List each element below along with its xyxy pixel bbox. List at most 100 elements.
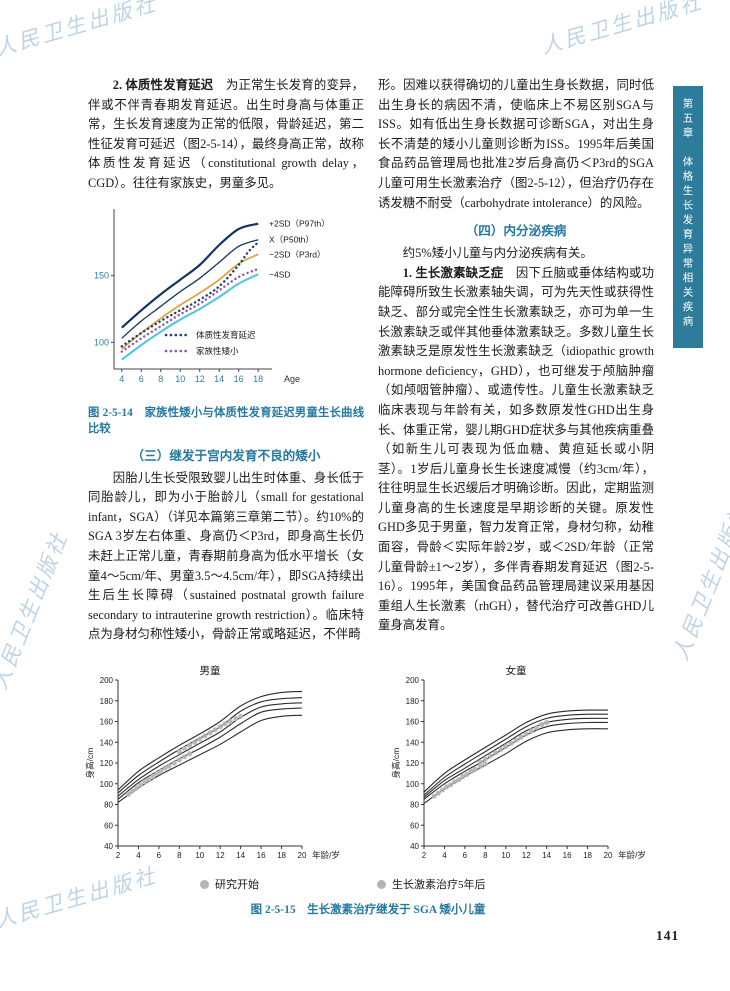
publisher-watermark: 人民卫生出版社 [0, 527, 73, 693]
percentile-curve-P25 [423, 721, 609, 800]
figure-2-5-15-legend: 研究开始 生长激素治疗5年后 [84, 876, 652, 892]
right-column: 形。因难以获得确切的儿童出生身长数据，同时低出生身长的病因不清，使临床上不易区别… [378, 76, 654, 636]
y-tick-label: 60 [104, 821, 113, 830]
y-tick-label: 40 [410, 842, 419, 851]
x-tick-label: 12 [195, 374, 205, 384]
chart-title: 女童 [506, 664, 527, 677]
study-start-dot-icon [200, 879, 209, 889]
axes [111, 208, 272, 372]
y-tick-label: 180 [100, 697, 114, 706]
curve-3 [121, 272, 259, 361]
x-tick-label: 8 [158, 374, 163, 384]
curve-end-label: X（P50th） [269, 234, 314, 244]
x-tick-label: 4 [136, 851, 141, 860]
y-tick-label: 180 [406, 697, 420, 706]
legend-label: 生长激素治疗5年后 [392, 879, 486, 891]
percentile-curve-P75 [117, 697, 303, 794]
paragraph-sga-continued: 形。因难以获得确切的儿童出生身长数据，同时低出生身长的病因不清，使临床上不易区别… [378, 78, 654, 210]
x-tick-label: 8 [177, 851, 182, 860]
axes [115, 679, 303, 849]
y-tick-label: 120 [406, 759, 420, 768]
curve-1 [121, 238, 259, 339]
publisher-watermark: 人民卫生出版社 [0, 0, 161, 61]
y-tick-label: 140 [406, 738, 420, 747]
x-tick-label: 18 [253, 374, 263, 384]
x-tick-label: 2 [422, 851, 427, 860]
x-tick-label: 4 [119, 374, 124, 384]
percentile-curve-P97 [117, 690, 303, 791]
x-tick-label: 18 [583, 851, 592, 860]
curve-2 [121, 253, 259, 350]
left-column: 2. 体质性发育延迟 为正常生长发育的变异，伴或不伴青春期发育延迟。出生时身高与… [88, 76, 364, 645]
figure-2-5-14: 100 150 4 6 8 10 12 14 16 18 Age +2SD（P97th） X（P50th… [88, 203, 364, 438]
x-tick-label: 14 [214, 374, 224, 384]
x-axis-label: 年龄/岁 [312, 850, 340, 860]
y-tick-label: 100 [94, 337, 109, 347]
cgd-body: 为正常生长发育的变异，伴或不伴青春期发育延迟。出生时身高与体重正常，生长发育速度… [88, 78, 365, 190]
x-axis-label: Age [284, 374, 300, 384]
x-tick-label: 8 [483, 851, 488, 860]
x-tick-label: 2 [116, 851, 121, 860]
ghd-body: 因下丘脑或垂体结构或功能障碍所致生长激素轴失调，可为先天性或获得性缺乏、部分或完… [378, 265, 655, 633]
growth-charts-row: 40 60 80 100 120 140 160 180 200 2 4 6 8 10 12 14 16 18 20… [84, 664, 652, 876]
legend-item-after-treatment: 生长激素治疗5年后 [377, 876, 486, 892]
y-tick-label: 150 [94, 270, 109, 280]
legend-item-study-start: 研究开始 [200, 876, 259, 892]
scatter-1 [477, 719, 550, 765]
publisher-watermark: 人民卫生出版社 [668, 498, 730, 664]
x-tick-label: 12 [216, 851, 225, 860]
curve-end-label: +2SD（P97th） [269, 218, 330, 228]
growth-curve-comparison-chart: 100 150 4 6 8 10 12 14 16 18 Age +2SD（P97th） X（P50th… [94, 208, 330, 384]
y-tick-label: 60 [410, 821, 419, 830]
paragraph-cgd: 2. 体质性发育延迟 为正常生长发育的变异，伴或不伴青春期发育延迟。出生时身高与… [88, 76, 364, 194]
scatter-0 [431, 761, 488, 799]
chapter-title: 体格生长发育异常相关疾病 [681, 155, 694, 330]
scatter-1 [176, 713, 244, 755]
boys-growth-chart: 40 60 80 100 120 140 160 180 200 2 4 6 8 10 12 14 16 18 20… [85, 664, 340, 860]
percentile-curve-P97 [423, 709, 609, 793]
legend-label: 家族性矮小 [196, 346, 239, 356]
section-3-heading: （三）继发于宫内发育不良的矮小 [131, 448, 321, 463]
scatter-0 [125, 751, 193, 797]
curve-end-label: −4SD [269, 269, 291, 279]
y-tick-label: 200 [100, 676, 114, 685]
y-tick-label: 160 [406, 718, 420, 727]
paragraph-endocrine-intro: 约5%矮小儿童与内分泌疾病有关。 [402, 246, 593, 261]
legend-label: 体质性发育延迟 [196, 330, 256, 340]
publisher-watermark: 人民卫生出版社 [538, 0, 707, 59]
y-tick-label: 40 [104, 842, 113, 851]
x-tick-label: 16 [234, 374, 244, 384]
curve-0 [121, 222, 259, 329]
x-tick-label: 6 [463, 851, 468, 860]
x-tick-label: 20 [298, 851, 307, 860]
x-tick-label: 16 [257, 851, 266, 860]
x-tick-label: 14 [542, 851, 551, 860]
figure-2-5-15: 40 60 80 100 120 140 160 180 200 2 4 6 8 10 12 14 16 18 20… [84, 664, 652, 917]
chapter-sidebar-tab: 第五章 体格生长发育异常相关疾病 [673, 86, 703, 348]
chart-title: 男童 [200, 664, 221, 677]
y-axis-label: 身高/cm [391, 748, 401, 779]
x-tick-label: 10 [175, 374, 185, 384]
y-tick-label: 120 [100, 759, 114, 768]
y-axis-label: 身高/cm [85, 748, 95, 779]
x-tick-label: 10 [501, 851, 510, 860]
x-tick-label: 6 [139, 374, 144, 384]
x-tick-label: 12 [522, 851, 531, 860]
chapter-number: 第五章 [681, 98, 694, 142]
percentile-curve-P50 [117, 702, 303, 797]
paragraph-ghd: 1. 生长激素缺乏症 因下丘脑或垂体结构或功能障碍所致生长激素轴失调，可为先天性… [378, 264, 654, 636]
section-4-heading: （四）内分泌疾病 [465, 224, 567, 239]
y-tick-label: 80 [410, 801, 419, 810]
page-number: 141 [656, 928, 680, 943]
y-tick-label: 140 [100, 738, 114, 747]
percentile-curve-P75 [423, 713, 609, 796]
y-tick-label: 80 [104, 801, 113, 810]
x-tick-label: 10 [195, 851, 204, 860]
paragraph-sga: 因胎儿生长受限致婴儿出生时体重、身长低于同胎龄儿，即为小于胎龄儿（small f… [88, 470, 364, 642]
y-tick-label: 100 [100, 780, 114, 789]
y-tick-label: 200 [406, 676, 420, 685]
percentile-curve-P25 [117, 707, 303, 800]
x-tick-label: 20 [604, 851, 613, 860]
x-axis-label: 年龄/岁 [618, 850, 646, 860]
